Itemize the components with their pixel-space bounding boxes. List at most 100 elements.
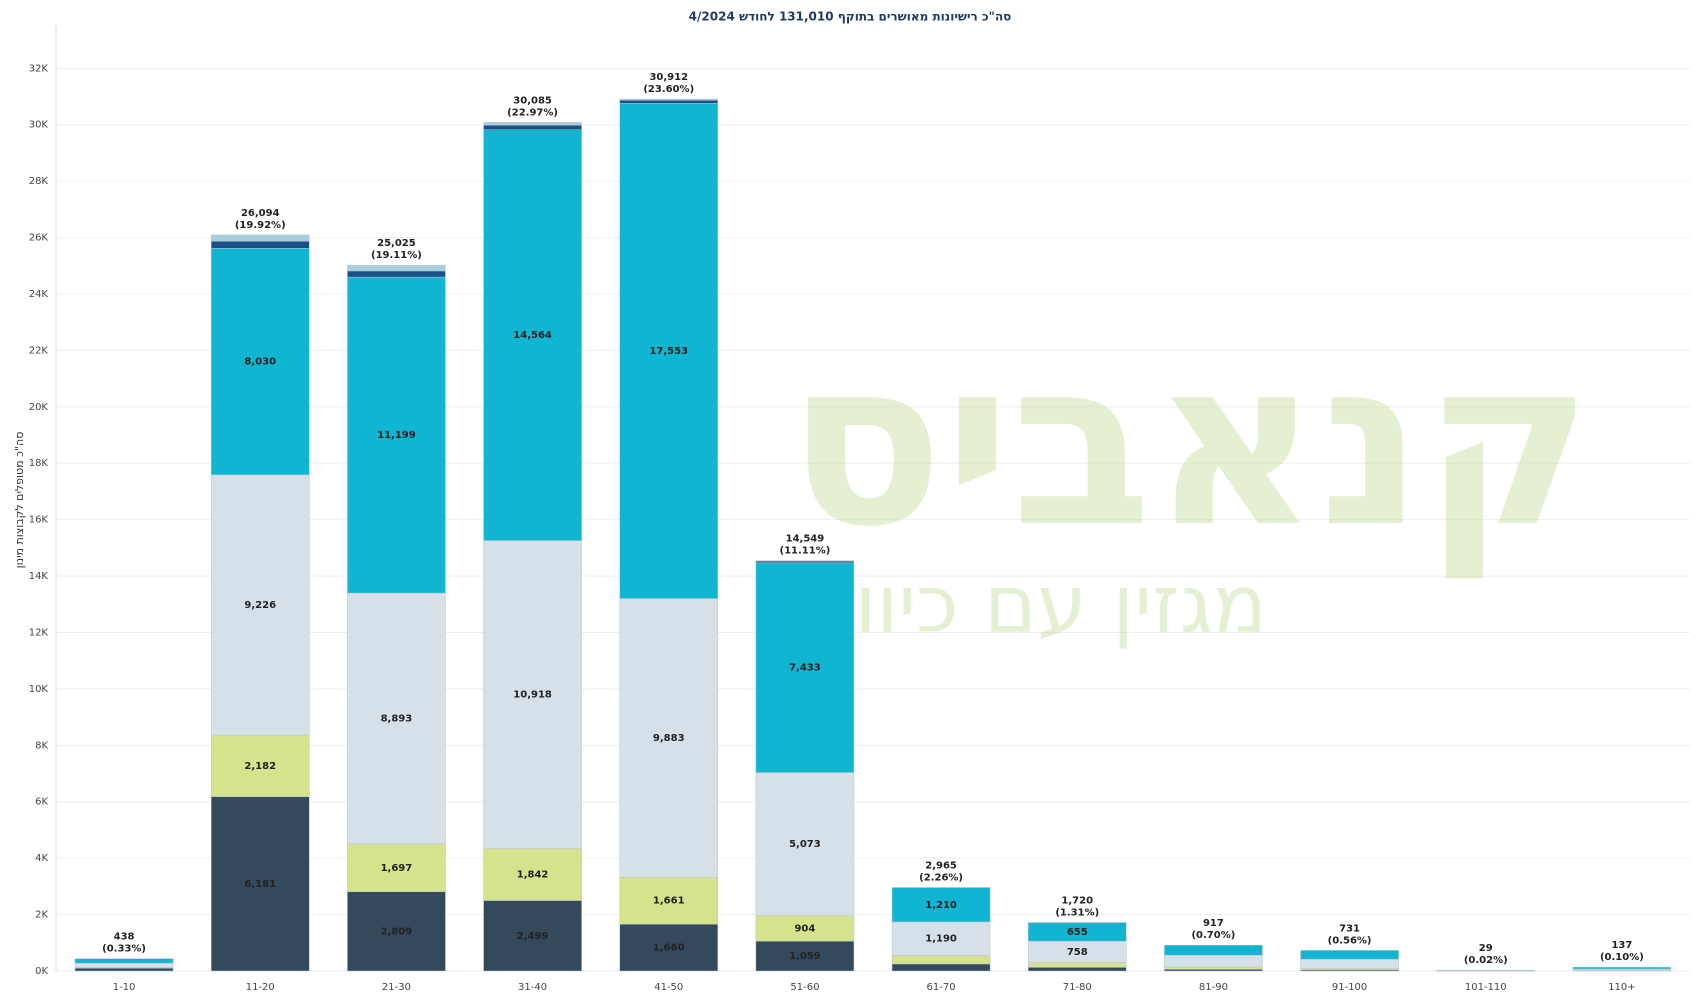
segment-label: 2,809: [381, 926, 413, 937]
bar-segment: [210, 241, 310, 249]
bar-segment: [483, 122, 582, 126]
y-tick-label: 4K: [35, 853, 48, 864]
bar-segment: [483, 540, 582, 849]
bar-segment: [74, 962, 174, 968]
watermark-subtitle: מגזין עם כיוון: [833, 558, 1267, 651]
y-tick-label: 0K: [35, 966, 48, 977]
bar-segment: [619, 598, 719, 878]
x-tick-label: 51-60: [790, 982, 819, 993]
segment-label: 1,059: [789, 951, 821, 962]
bar-segment: [483, 900, 582, 972]
segment-label: 1,697: [381, 863, 413, 874]
bar-segment: [210, 248, 310, 476]
segment-label: 758: [1067, 947, 1088, 958]
segment-label: 1,210: [925, 900, 957, 911]
total-label: 29: [1479, 943, 1493, 954]
bar-segment: [1300, 958, 1399, 969]
bar-segment: [755, 560, 855, 564]
segment-label: 14,564: [513, 330, 552, 341]
percent-label: (1.31%): [1055, 907, 1099, 918]
x-tick-label: 21-30: [382, 982, 411, 993]
x-tick-label: 1-10: [113, 982, 136, 993]
y-tick-label: 26K: [29, 233, 49, 244]
total-label: 14,549: [786, 534, 825, 545]
total-label: 30,085: [513, 95, 552, 106]
y-tick-label: 6K: [35, 797, 48, 808]
total-label: 438: [114, 932, 135, 943]
bar-segment: [1300, 950, 1399, 960]
percent-label: (0.56%): [1328, 935, 1372, 946]
y-tick-label: 10K: [29, 684, 49, 695]
bar-segment: [347, 276, 446, 594]
y-tick-label: 2K: [35, 910, 48, 921]
bar-segment: [1164, 944, 1263, 956]
percent-label: (0.02%): [1464, 955, 1508, 966]
y-tick-label: 18K: [29, 458, 49, 469]
segment-label: 17,553: [649, 346, 688, 357]
total-label: 917: [1203, 918, 1224, 929]
segment-label: 9,226: [244, 600, 276, 611]
percent-label: (19.11%): [371, 250, 422, 261]
segment-label: 655: [1067, 927, 1088, 938]
segment-label: 7,433: [789, 663, 821, 674]
x-tick-label: 11-20: [246, 982, 275, 993]
bar-segment: [1027, 962, 1127, 968]
y-tick-label: 14K: [29, 571, 49, 582]
bar-segment: [347, 270, 446, 278]
bar-segment: [347, 843, 446, 893]
y-tick-label: 22K: [29, 345, 49, 356]
bar-segment: [891, 963, 991, 972]
chart-title: סה"כ רישיונות מאושרים בתוקף 131,010 לחוד…: [689, 10, 1012, 24]
segment-label: 8,893: [381, 713, 413, 724]
segment-label: 1,190: [925, 934, 957, 945]
bar-segment: [210, 234, 310, 242]
percent-label: (0.10%): [1600, 952, 1644, 963]
x-tick-label: 91-100: [1332, 982, 1367, 993]
percent-label: (19.92%): [235, 220, 286, 231]
x-tick-label: 31-40: [518, 982, 547, 993]
y-tick-label: 32K: [29, 63, 49, 74]
bar-segment: [619, 923, 719, 972]
bar-segment: [755, 915, 855, 942]
y-tick-label: 12K: [29, 627, 49, 638]
segment-label: 904: [794, 923, 815, 934]
segment-label: 2,182: [244, 761, 276, 772]
y-tick-label: 8K: [35, 740, 48, 751]
y-axis-label: סה"כ מטופלים לקבוצות מינון: [13, 432, 26, 569]
segment-label: 11,199: [377, 430, 416, 441]
total-label: 30,912: [649, 72, 688, 83]
bar-segment: [347, 891, 446, 972]
bar-segment: [483, 848, 582, 901]
bar-segment: [483, 124, 582, 130]
segment-label: 2,499: [517, 931, 549, 942]
total-label: 25,025: [377, 238, 416, 249]
segment-label: 5,073: [789, 839, 821, 850]
bar-segment: [210, 734, 310, 797]
bar-segment: [74, 967, 174, 972]
bar-segment: [619, 100, 719, 104]
bar-segment: [210, 474, 310, 736]
segment-label: 1,842: [517, 870, 549, 881]
x-tick-label: 101-110: [1465, 982, 1507, 993]
x-tick-label: 61-70: [927, 982, 956, 993]
total-label: 731: [1339, 923, 1360, 934]
bar-segment: [1164, 969, 1263, 972]
segment-label: 6,181: [244, 879, 276, 890]
percent-label: (11.11%): [780, 546, 831, 557]
segment-label: 8,030: [244, 357, 276, 368]
bar-segment: [347, 264, 446, 272]
y-tick-label: 16K: [29, 515, 49, 526]
bar-segment: [1164, 966, 1263, 970]
bar-segment: [619, 103, 719, 599]
total-label: 137: [1611, 940, 1632, 951]
bar-segment: [755, 560, 855, 562]
y-tick-label: 24K: [29, 289, 49, 300]
segment-label: 1,661: [653, 896, 685, 907]
bar-segment: [1164, 954, 1263, 968]
bar-segment: [210, 796, 310, 972]
bar-segment: [891, 887, 991, 923]
total-label: 1,720: [1061, 895, 1093, 906]
y-tick-label: 30K: [29, 120, 49, 131]
